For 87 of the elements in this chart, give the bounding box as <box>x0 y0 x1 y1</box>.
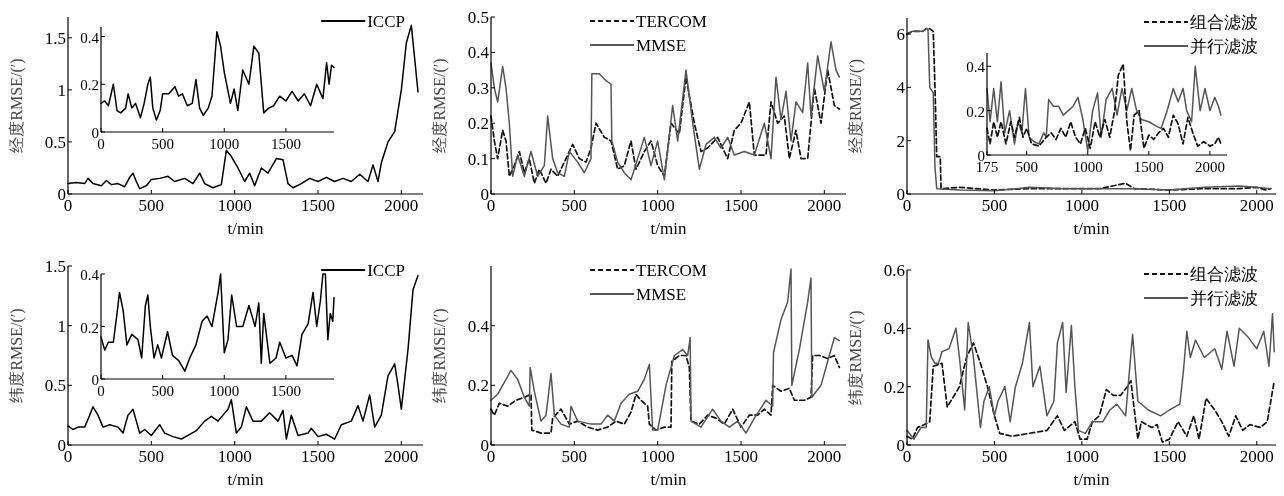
x-tick-label: 1000 <box>640 447 675 466</box>
legend-label: 并行滤波 <box>1190 289 1258 308</box>
legend-label: TERCOM <box>636 12 707 31</box>
x-tick-label: 1000 <box>1064 196 1099 215</box>
x-tick-label: 1000 <box>217 447 252 466</box>
line-series <box>490 69 841 185</box>
line-series <box>100 273 335 372</box>
x-tick-label: 2000 <box>384 196 419 215</box>
line-series <box>490 354 841 434</box>
x-tick-label: 1000 <box>209 136 240 152</box>
y-tick-label: 2 <box>896 131 905 151</box>
y-tick-label: 0.4 <box>467 316 490 336</box>
y-tick-label: 0.5 <box>44 376 66 396</box>
x-tick-label: 2000 <box>1194 159 1225 175</box>
legend-label: MMSE <box>636 36 687 55</box>
x-axis-title: t/min <box>650 219 687 238</box>
y-axis-title: 纬度RMSE/(′) <box>847 310 865 405</box>
y-tick-label: 0.3 <box>467 78 489 98</box>
y-axis-title: 纬度RMSE/(′) <box>431 308 449 403</box>
x-tick-label: 500 <box>981 196 1008 215</box>
x-tick-label: 1500 <box>301 447 335 466</box>
legend-label: ICCP <box>367 12 405 31</box>
y-tick-label: 1 <box>57 316 66 336</box>
y-tick-label: 0.4 <box>966 59 986 76</box>
x-tick-label: 500 <box>561 447 588 466</box>
y-tick-label: 1.5 <box>44 257 66 276</box>
x-tick-label: 2000 <box>384 447 419 466</box>
x-tick-label: 2000 <box>807 196 842 215</box>
x-tick-label: 2000 <box>1239 196 1274 215</box>
y-tick-label: 0.4 <box>467 43 490 63</box>
x-tick-label: 1000 <box>1064 447 1099 466</box>
y-tick-label: 0.2 <box>966 103 985 120</box>
x-tick-label: 1500 <box>301 196 335 215</box>
x-axis-title: t/min <box>227 219 264 238</box>
legend-label: 组合滤波 <box>1190 13 1258 32</box>
y-tick-label: 0.5 <box>467 8 489 27</box>
x-tick-label: 2000 <box>807 447 842 466</box>
y-tick-label: 0 <box>977 148 985 164</box>
x-tick-label: 500 <box>1015 159 1038 175</box>
x-tick-label: 500 <box>151 383 174 399</box>
x-tick-label: 1000 <box>640 196 675 215</box>
legend-label: TERCOM <box>636 261 707 280</box>
y-tick-label: 0.4 <box>80 29 100 46</box>
y-tick-label: 1.5 <box>44 28 66 48</box>
x-axis-title: t/min <box>1073 219 1110 238</box>
y-tick-label: 0.1 <box>467 149 489 169</box>
y-axis-title: 纬度RMSE/(′) <box>8 308 26 403</box>
y-tick-label: 0.4 <box>80 267 100 283</box>
legend-label: MMSE <box>636 285 687 304</box>
y-tick-label: 0.2 <box>80 319 99 336</box>
x-tick-label: 1500 <box>270 383 301 399</box>
x-tick-label: 1000 <box>209 383 240 399</box>
x-tick-label: 1500 <box>270 136 301 152</box>
x-axis-title: t/min <box>1073 470 1110 489</box>
x-tick-label: 500 <box>981 447 1008 466</box>
x-tick-label: 1500 <box>1152 447 1187 466</box>
x-tick-label: 1500 <box>1152 196 1187 215</box>
y-axis-title: 经度RMSE/(′) <box>847 58 865 154</box>
x-tick-label: 2000 <box>1239 447 1274 466</box>
x-tick-label: 500 <box>561 196 588 215</box>
x-tick-label: 500 <box>138 447 165 466</box>
x-tick-label: 1500 <box>1133 159 1164 175</box>
legend-label: ICCP <box>367 261 405 280</box>
x-tick-label: 1000 <box>1072 159 1103 175</box>
y-tick-label: 0.4 <box>883 319 906 339</box>
x-axis-title: t/min <box>227 470 264 489</box>
y-axis-title: 经度RMSE/(′) <box>8 58 26 153</box>
y-tick-label: 0.2 <box>467 376 489 396</box>
y-tick-label: 6 <box>896 25 905 44</box>
y-tick-label: 0.5 <box>44 132 66 152</box>
y-tick-label: 0.2 <box>467 114 489 134</box>
x-axis-title: t/min <box>650 470 687 489</box>
y-tick-label: 4 <box>896 78 906 98</box>
legend-label: 组合滤波 <box>1190 265 1258 284</box>
x-tick-label: 1000 <box>217 196 252 215</box>
y-tick-label: 1 <box>57 80 66 100</box>
y-tick-label: 0.6 <box>883 261 905 280</box>
x-tick-label: 1500 <box>724 447 758 466</box>
x-tick-label: 500 <box>138 196 165 215</box>
x-tick-label: 500 <box>151 136 174 152</box>
line-series <box>906 313 1275 440</box>
line-series <box>490 41 841 181</box>
y-tick-label: 0.2 <box>883 377 905 397</box>
legend-label: 并行滤波 <box>1190 37 1258 56</box>
y-tick-label: 0.2 <box>80 77 99 94</box>
x-tick-label: 1500 <box>724 196 758 215</box>
y-axis-title: 经度RMSE/(′) <box>431 58 449 153</box>
